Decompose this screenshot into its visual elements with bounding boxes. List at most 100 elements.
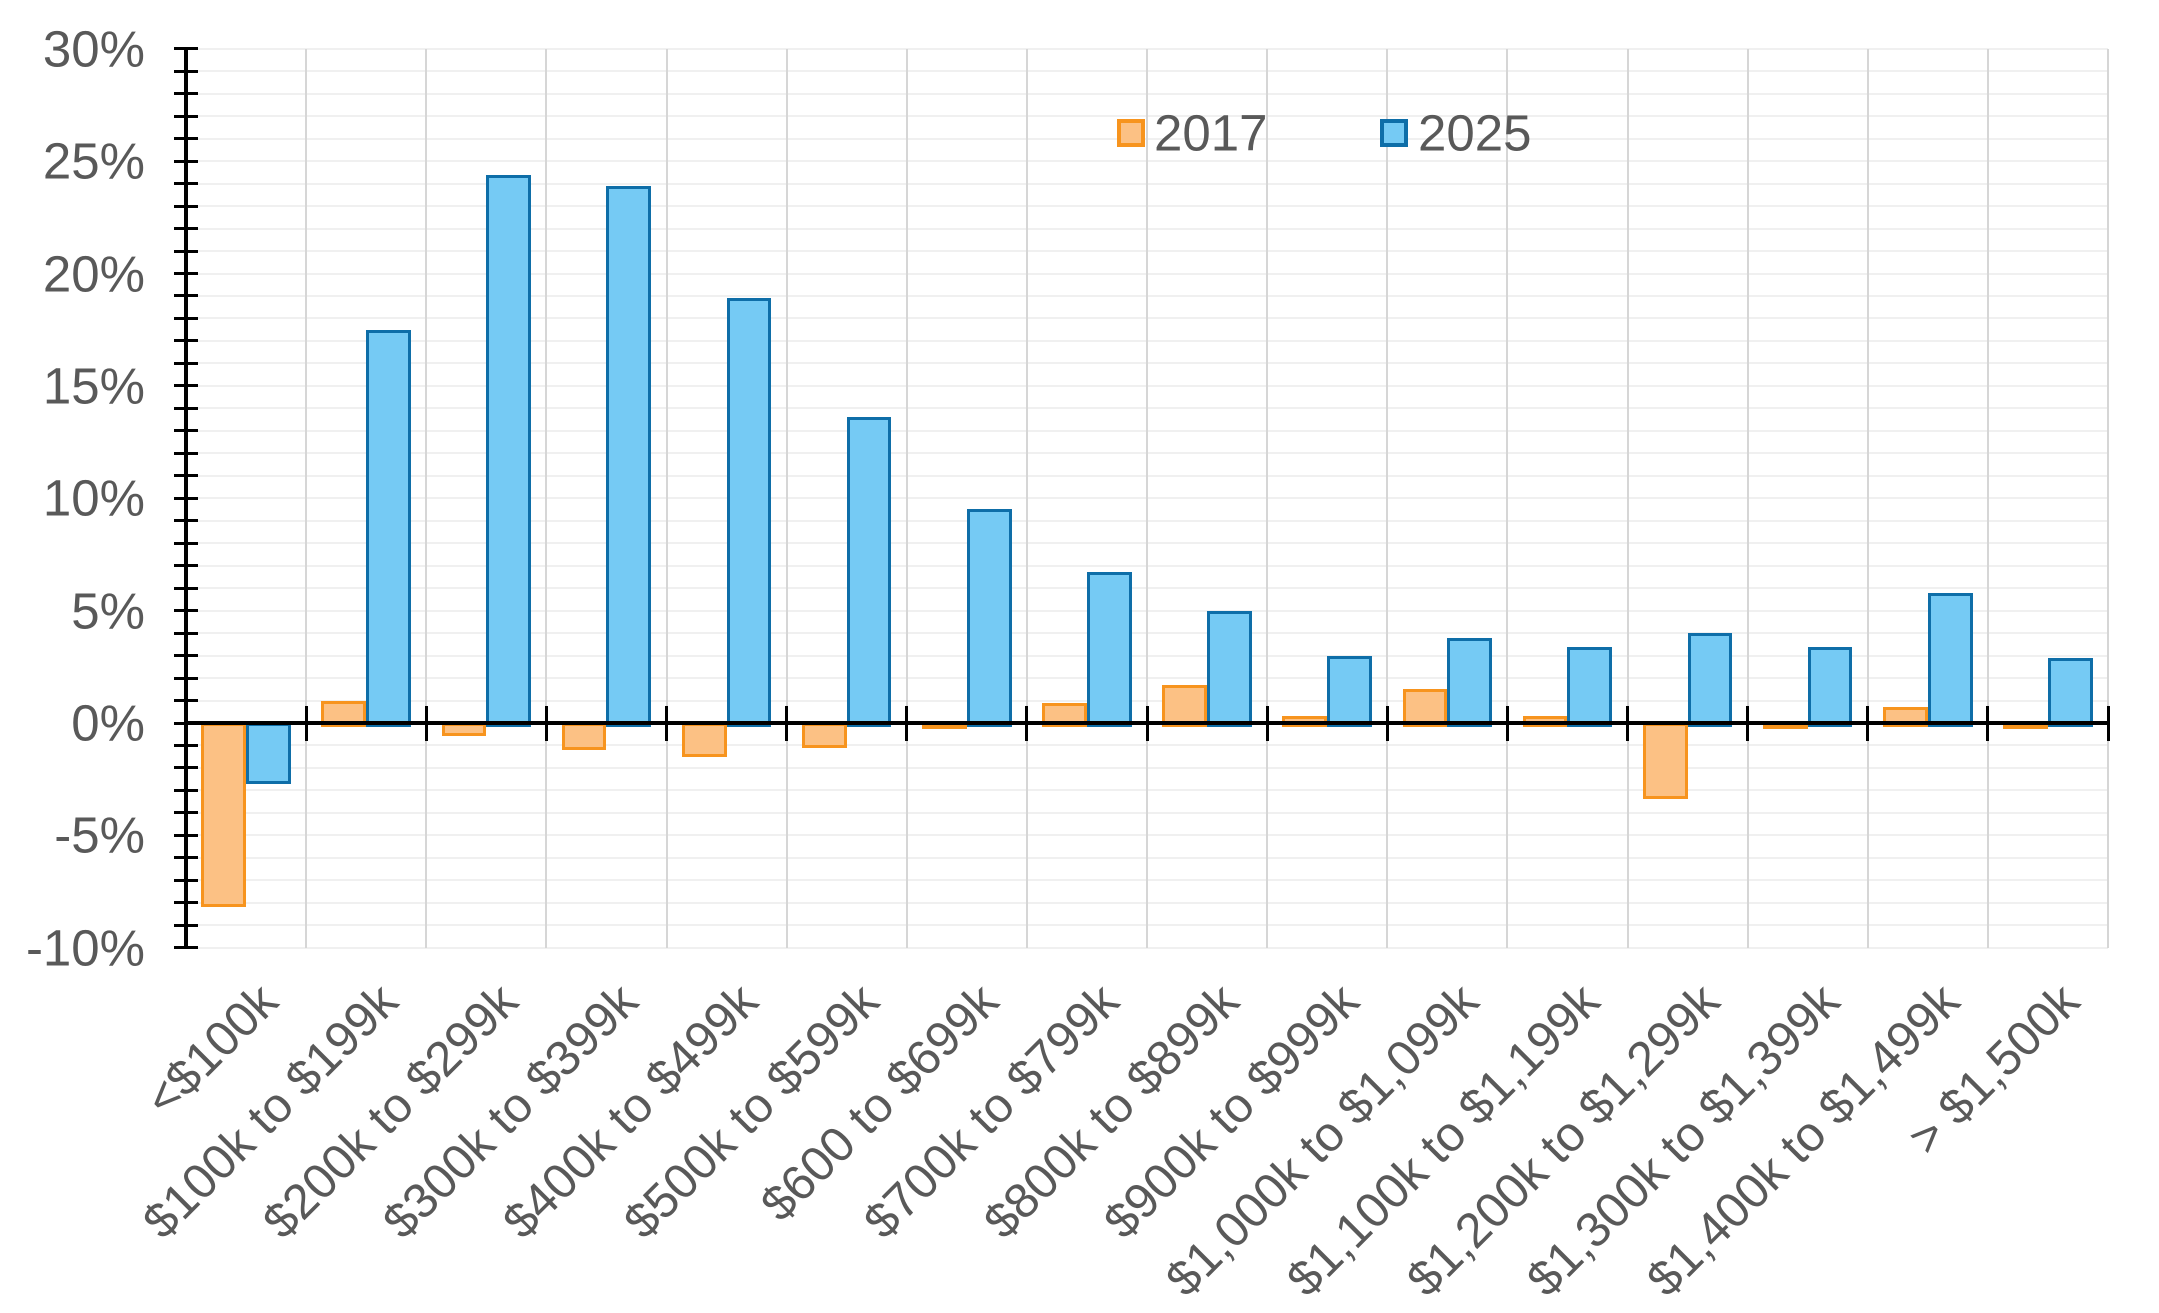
bar-2017-4: [561, 723, 607, 750]
y-tick-6pct: [174, 586, 198, 590]
bar-2025-14: [1807, 646, 1853, 727]
bar-2025-6: [846, 417, 892, 727]
bar-2025-4: [606, 185, 652, 727]
x-tick-12: [1626, 706, 1629, 741]
v-gridline-4: [665, 49, 668, 948]
y-tick-25pct: [174, 159, 198, 163]
bar-2025-16: [2047, 657, 2093, 727]
x-tick-2: [424, 706, 428, 741]
y-tick--1pct: [174, 743, 198, 747]
y-tick-26pct: [174, 137, 198, 141]
v-gridline-9: [1266, 49, 1269, 948]
y-tick-20pct: [174, 272, 198, 275]
v-gridline-5: [785, 49, 788, 948]
y-tick--5pct: [174, 833, 198, 837]
x-tick-15: [1986, 706, 1990, 741]
bar-2025-1: [246, 723, 291, 784]
bar-2025-15: [1927, 592, 1973, 727]
v-gridline-8: [1146, 49, 1148, 948]
bar-2025-9: [1207, 610, 1252, 727]
bar-2025-2: [366, 329, 411, 727]
v-gridline-2: [425, 49, 428, 948]
x-tick-14: [1866, 706, 1870, 741]
y-tick-27pct: [174, 114, 198, 118]
x-tick-4: [665, 706, 668, 741]
y-tick--2pct: [174, 766, 198, 770]
bar-2025-5: [726, 298, 772, 727]
v-gridline-3: [545, 49, 548, 948]
y-tick-3pct: [174, 654, 198, 658]
y-tick-4pct: [174, 631, 198, 635]
y-tick-15pct: [174, 384, 198, 388]
x-tick-9: [1265, 706, 1269, 741]
y-tick-5pct: [174, 609, 198, 613]
legend-swatch-2025: [1380, 119, 1408, 147]
v-gridline-12: [1626, 49, 1629, 948]
y-tick-13pct: [174, 429, 198, 433]
v-gridline-1: [305, 49, 308, 948]
y-tick-2pct: [174, 676, 198, 680]
y-axis-label-5pct: 5%: [71, 582, 145, 640]
y-tick--8pct: [174, 901, 198, 905]
x-tick-8: [1145, 706, 1149, 741]
y-tick--7pct: [174, 878, 198, 882]
y-tick-24pct: [174, 182, 198, 186]
bar-2025-13: [1687, 633, 1733, 727]
x-tick-7: [1025, 706, 1029, 741]
x-tick-3: [544, 706, 548, 741]
y-axis-label--5pct: -5%: [54, 806, 145, 864]
y-tick-19pct: [174, 294, 198, 298]
y-tick-8pct: [174, 541, 198, 545]
y-tick-10pct: [174, 496, 198, 500]
y-tick-11pct: [174, 474, 198, 478]
bar-2017-5: [681, 723, 727, 757]
legend-label-2025: 2025: [1418, 104, 1532, 162]
x-tick-1: [304, 706, 308, 741]
h-gridline-30pct: [186, 47, 2108, 50]
x-tick-11: [1505, 706, 1509, 741]
y-tick-30pct: [174, 47, 198, 51]
y-tick-23pct: [174, 204, 198, 208]
y-tick--9pct: [174, 923, 198, 927]
legend-label-2017: 2017: [1154, 104, 1268, 162]
y-axis-label-15pct: 15%: [42, 357, 145, 415]
y-tick-21pct: [174, 249, 198, 253]
x-tick-6: [905, 706, 909, 741]
y-tick-22pct: [174, 227, 198, 231]
y-tick--10pct: [174, 946, 198, 950]
bar-2025-3: [486, 174, 532, 727]
bar-2017-3: [441, 723, 487, 737]
legend-swatch-2017: [1117, 119, 1145, 147]
y-tick-18pct: [174, 316, 198, 320]
bar-2017-11: [1402, 689, 1448, 727]
v-gridline-10: [1386, 49, 1389, 948]
v-gridline-7: [1025, 49, 1028, 948]
y-tick-0pct: [174, 721, 198, 725]
bar-2017-6: [801, 723, 847, 748]
v-gridline-16: [2107, 49, 2109, 948]
y-tick-16pct: [174, 361, 198, 365]
bar-2025-8: [1086, 572, 1132, 727]
y-tick--4pct: [174, 811, 198, 815]
y-tick-17pct: [174, 339, 198, 343]
y-tick-7pct: [174, 564, 198, 568]
y-axis-label-30pct: 30%: [42, 20, 145, 78]
y-axis-label--10pct: -10%: [25, 919, 145, 977]
bar-2025-11: [1447, 637, 1493, 727]
y-tick-12pct: [174, 451, 198, 455]
y-axis-label-0pct: 0%: [71, 694, 145, 752]
v-gridline-14: [1866, 49, 1869, 948]
x-tick-10: [1385, 706, 1389, 741]
y-axis-label-10pct: 10%: [42, 469, 145, 527]
x-tick-5: [785, 706, 789, 741]
y-tick-1pct: [174, 699, 198, 703]
y-tick--3pct: [174, 788, 198, 792]
y-axis-label-25pct: 25%: [42, 132, 145, 190]
bar-2025-7: [966, 509, 1012, 727]
bar-2017-9: [1162, 684, 1208, 727]
y-tick--6pct: [174, 856, 198, 860]
v-gridline-15: [1986, 49, 1989, 948]
bar-2017-13: [1642, 723, 1688, 800]
h-gridline--10pct: [186, 946, 2108, 949]
